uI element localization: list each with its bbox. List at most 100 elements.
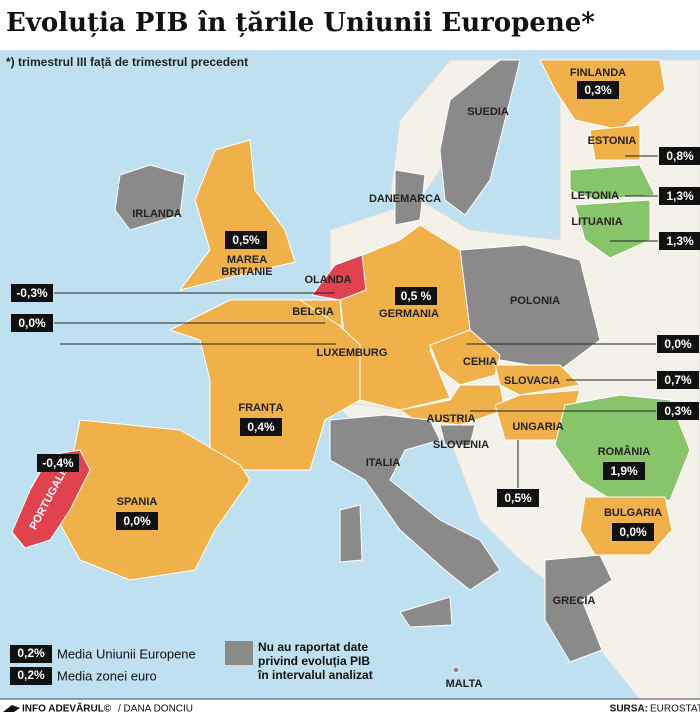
- value-label: 0,0%: [619, 525, 647, 539]
- value-label: 0,3%: [584, 83, 612, 97]
- value-label: 0,4%: [247, 420, 275, 434]
- country-name: OLANDA: [304, 274, 351, 286]
- note: *) trimestrul III față de trimestrul pre…: [6, 55, 248, 69]
- france: [168, 299, 361, 471]
- country-name: CEHIA: [463, 356, 497, 368]
- value-label: 0,3%: [664, 404, 692, 418]
- country-name: MAREA: [227, 254, 267, 266]
- country-name: AUSTRIA: [427, 413, 476, 425]
- logo-bird: [3, 705, 20, 712]
- footer-source-label: SURSA:: [610, 704, 648, 715]
- header: [0, 0, 700, 48]
- value-box: [37, 454, 79, 472]
- country-name: LITUANIA: [571, 216, 622, 228]
- value-box: [497, 489, 539, 507]
- country-name: UNGARIA: [512, 421, 563, 433]
- legend-value-box: [10, 667, 52, 685]
- italy: [329, 414, 501, 591]
- ireland: [114, 164, 186, 231]
- country-name: GRECIA: [553, 595, 596, 607]
- country-name: SPANIA: [117, 496, 158, 508]
- legend: 0,2% Media Uniunii Europene 0,2% Media z…: [10, 640, 373, 685]
- value-label: 0,7%: [664, 373, 692, 387]
- legend-no-data: în intervalul analizat: [257, 668, 373, 682]
- value-box: [657, 335, 699, 353]
- value-box: [240, 418, 282, 436]
- legend-no-data: Nu au raportat date: [258, 640, 368, 654]
- value-box: [11, 284, 53, 302]
- leader-lines: [54, 155, 658, 488]
- country-name: BRITANIE: [221, 266, 272, 278]
- footer-brand: INFO ADEVĂRUL©: [22, 702, 112, 715]
- country-name: SLOVACIA: [504, 375, 560, 387]
- value-label: 0,5 %: [401, 289, 432, 303]
- value-box: [603, 462, 645, 480]
- value-box: [395, 287, 437, 305]
- country-name: POLONIA: [510, 295, 560, 307]
- slovakia: [494, 364, 582, 396]
- value-label: 0,0%: [18, 316, 46, 330]
- value-box: [225, 231, 267, 249]
- legend-eu-label: Media Uniunii Europene: [57, 646, 196, 661]
- country-name: MALTA: [446, 678, 483, 690]
- lithuania: [574, 199, 651, 259]
- legend-gray-swatch: [225, 641, 253, 665]
- sicily: [399, 596, 453, 628]
- greece: [544, 554, 613, 663]
- country-name: FINLANDA: [570, 67, 626, 79]
- legend-no-data: privind evoluția PIB: [258, 654, 370, 668]
- value-box: [657, 371, 699, 389]
- latvia: [569, 164, 656, 201]
- denmark: [394, 169, 426, 226]
- sweden: [439, 59, 521, 216]
- value-label: 0,0%: [664, 337, 692, 351]
- sardinia: [339, 504, 363, 563]
- country-name: ROMÂNIA: [598, 445, 651, 458]
- value-label: 0,5%: [232, 233, 260, 247]
- title: Evoluția PIB în țările Uniunii Europene*: [6, 8, 595, 38]
- estonia: [589, 124, 641, 161]
- value-box: [659, 147, 700, 165]
- footer-author: / DANA DONCIU: [118, 704, 193, 715]
- legend-value-box: [10, 645, 52, 663]
- slovenia: [439, 424, 476, 446]
- legend-euro-value: 0,2%: [17, 668, 45, 682]
- value-label: 1,3%: [666, 189, 694, 203]
- portugal: [11, 449, 91, 549]
- value-label: -0,4%: [42, 456, 74, 470]
- netherlands: [311, 254, 367, 301]
- country-name: BELGIA: [292, 306, 334, 318]
- value-box: [11, 314, 53, 332]
- value-box: [657, 402, 699, 420]
- value-label: 0,8%: [666, 149, 694, 163]
- land: [11, 59, 700, 701]
- malta: [452, 666, 460, 674]
- value-label: -0,3%: [16, 286, 48, 300]
- country-name: LETONIA: [571, 190, 619, 202]
- legend-euro-label: Media zonei euro: [57, 668, 157, 683]
- value-label: 1,3%: [666, 234, 694, 248]
- value-box: [577, 81, 619, 99]
- country-name: SLOVENIA: [433, 439, 489, 451]
- value-label: 0,5%: [504, 491, 532, 505]
- country-name: LUXEMBURG: [317, 347, 388, 359]
- country-name: ESTONIA: [588, 135, 637, 147]
- country-name: GERMANIA: [379, 308, 439, 320]
- footer: [0, 699, 700, 718]
- country-name: DANEMARCA: [369, 193, 441, 205]
- country-labels: FINLANDA 0,3% ESTONIA 0,8% LETONIA 1,3% LITUAN…: [11, 67, 700, 690]
- value-box: [659, 187, 700, 205]
- romania: [554, 394, 691, 506]
- value-box: [612, 523, 654, 541]
- value-label: 1,9%: [610, 464, 638, 478]
- value-box: [116, 512, 158, 530]
- uk: [178, 139, 296, 291]
- footer-source: EUROSTAT: [650, 704, 700, 715]
- country-name: IRLANDA: [132, 208, 182, 220]
- value-label: 0,0%: [123, 514, 151, 528]
- legend-eu-value: 0,2%: [17, 646, 45, 660]
- country-name: BULGARIA: [604, 507, 662, 519]
- country-name: ITALIA: [366, 457, 401, 469]
- country-name: SUEDIA: [467, 106, 509, 118]
